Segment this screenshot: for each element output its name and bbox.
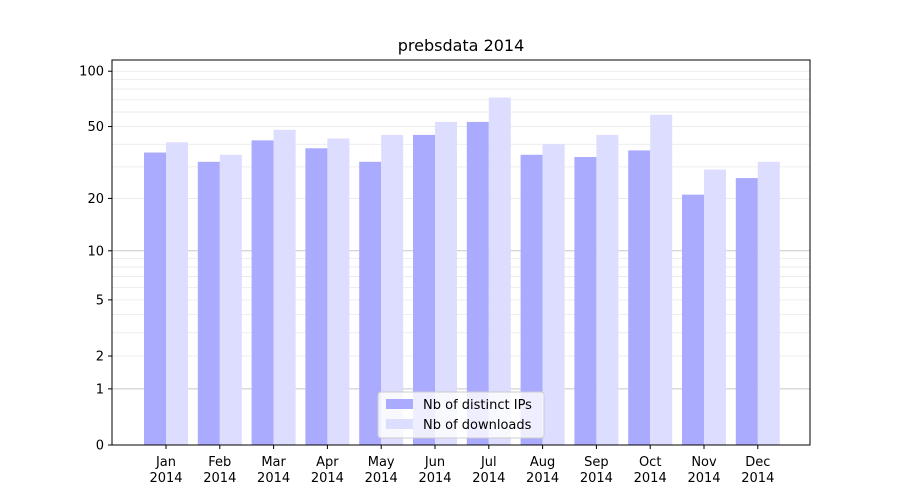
- bar-distinct-ips: [682, 194, 704, 445]
- bar-downloads: [381, 134, 404, 446]
- y-axis: 0 1 2 5 10 20 50 100: [79, 65, 112, 454]
- x-axis: Jan2014Feb2014Mar2014Apr2014May2014Jun20…: [149, 445, 774, 486]
- legend-box: [377, 391, 545, 439]
- chart-title: prebsdata 2014: [398, 36, 525, 55]
- x-tick-label-year: 2014: [580, 471, 613, 486]
- bars-group: [144, 97, 780, 446]
- x-tick-label-month: Jan: [155, 455, 176, 470]
- bar-distinct-ips: [466, 121, 489, 445]
- bar-downloads: [650, 114, 673, 446]
- bar-distinct-ips: [413, 134, 435, 446]
- bar-distinct-ips: [574, 157, 597, 445]
- legend-swatch: [386, 399, 413, 409]
- y-tick-label: 0: [96, 439, 104, 454]
- y-tick-label: 100: [79, 65, 104, 80]
- bar-distinct-ips: [735, 178, 758, 446]
- bar-downloads: [327, 138, 350, 445]
- x-tick-label-year: 2014: [472, 471, 505, 486]
- x-tick-label-month: Apr: [316, 455, 339, 470]
- y-tick-label: 50: [87, 120, 104, 135]
- x-tick-label-year: 2014: [311, 471, 344, 486]
- x-tick-label-year: 2014: [365, 471, 398, 486]
- bar-distinct-ips: [197, 161, 220, 445]
- x-tick-label-month: Nov: [691, 455, 717, 470]
- x-tick-label-year: 2014: [149, 471, 182, 486]
- y-tick-label: 20: [87, 192, 104, 207]
- x-tick-label-month: Dec: [745, 455, 770, 470]
- x-tick-label-month: Jul: [480, 455, 497, 470]
- bar-downloads: [273, 129, 296, 445]
- bar-downloads: [596, 134, 619, 446]
- bar-downloads: [488, 97, 511, 445]
- bar-distinct-ips: [359, 161, 382, 445]
- x-tick-label-year: 2014: [203, 471, 236, 486]
- bar-distinct-ips: [305, 148, 328, 445]
- x-tick-label-month: Sep: [584, 455, 609, 470]
- bar-downloads: [542, 144, 565, 445]
- x-tick-label-year: 2014: [687, 471, 720, 486]
- legend-swatch: [386, 419, 413, 429]
- x-tick-label-month: Aug: [530, 455, 555, 470]
- y-tick-label: 10: [87, 244, 104, 259]
- legend-label: Nb of downloads: [423, 418, 532, 433]
- x-tick-label-year: 2014: [634, 471, 667, 486]
- bar-distinct-ips: [144, 152, 166, 446]
- x-tick-label-year: 2014: [526, 471, 559, 486]
- y-tick-label: 1: [96, 382, 104, 397]
- bar-downloads: [435, 121, 457, 445]
- x-tick-label-year: 2014: [741, 471, 774, 486]
- x-tick-label-month: Oct: [639, 455, 661, 470]
- bar-distinct-ips: [520, 154, 543, 445]
- bar-downloads: [166, 142, 188, 446]
- x-tick-label-month: Feb: [208, 455, 231, 470]
- x-tick-label-year: 2014: [257, 471, 290, 486]
- bar-downloads: [704, 169, 726, 445]
- legend-label: Nb of distinct IPs: [423, 398, 532, 413]
- bar-distinct-ips: [251, 140, 274, 446]
- x-tick-label-month: Mar: [261, 455, 286, 470]
- x-tick-label-month: Jun: [424, 455, 445, 470]
- bar-distinct-ips: [628, 150, 651, 445]
- y-tick-label: 2: [96, 350, 104, 365]
- legend: Nb of distinct IPs Nb of downloads: [377, 391, 545, 439]
- bar-downloads: [757, 161, 780, 445]
- plot-frame: [111, 59, 811, 446]
- x-tick-label-month: May: [368, 455, 395, 470]
- x-tick-label-year: 2014: [418, 471, 451, 486]
- bar-downloads: [219, 154, 242, 445]
- y-tick-label: 5: [96, 293, 104, 308]
